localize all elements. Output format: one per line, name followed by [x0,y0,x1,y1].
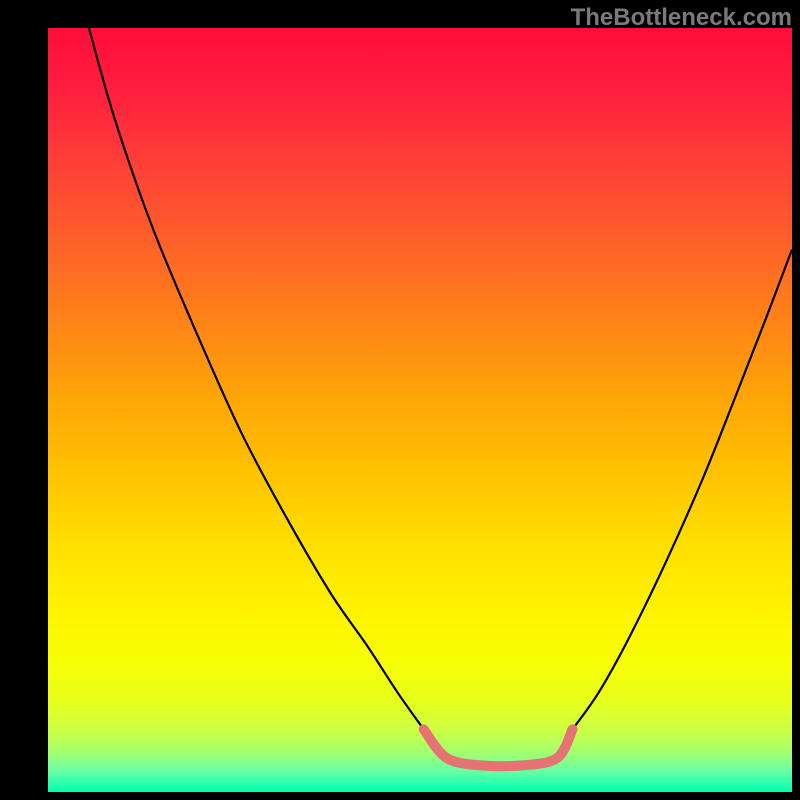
right-curve [573,250,792,730]
bottom-segment [424,729,573,766]
chart-curves [0,0,800,800]
left-curve [89,28,424,729]
chart-container: TheBottleneck.com [0,0,800,800]
